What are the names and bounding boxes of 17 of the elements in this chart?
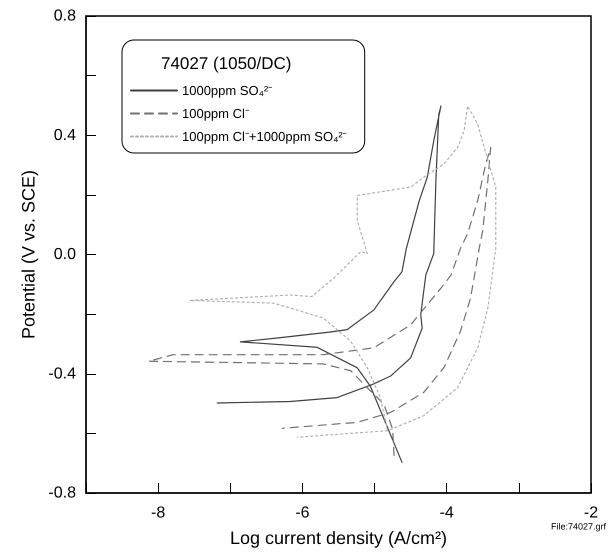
x-tick-label: -8 [151, 504, 166, 522]
line-series [148, 146, 492, 456]
x-tick-label: -4 [440, 504, 454, 522]
x-axis-title: Log current density (A/cm²) [230, 528, 448, 548]
legend-label: 1000ppm SO₄²⁻ [182, 83, 272, 98]
text: File:74027.grf [550, 522, 606, 532]
legend-title: 74027 (1050/DC) [161, 54, 292, 73]
y-tick-label: 0.0 [54, 246, 76, 263]
y-tick-label: 0.8 [54, 8, 76, 24]
x-tick-label: -2 [584, 504, 598, 522]
y-axis-title: Potential (V vs. SCE) [18, 170, 39, 340]
legend-label: 100ppm Cl⁻+1000ppm SO₄²⁻ [182, 129, 347, 144]
y-tick-label: -0.8 [48, 484, 76, 502]
legend-label: 100ppm Cl⁻ [182, 106, 249, 121]
x-tick-label: -6 [295, 504, 310, 522]
y-tick-label: -0.4 [48, 365, 76, 382]
y-tick-label: 0.4 [54, 126, 76, 144]
